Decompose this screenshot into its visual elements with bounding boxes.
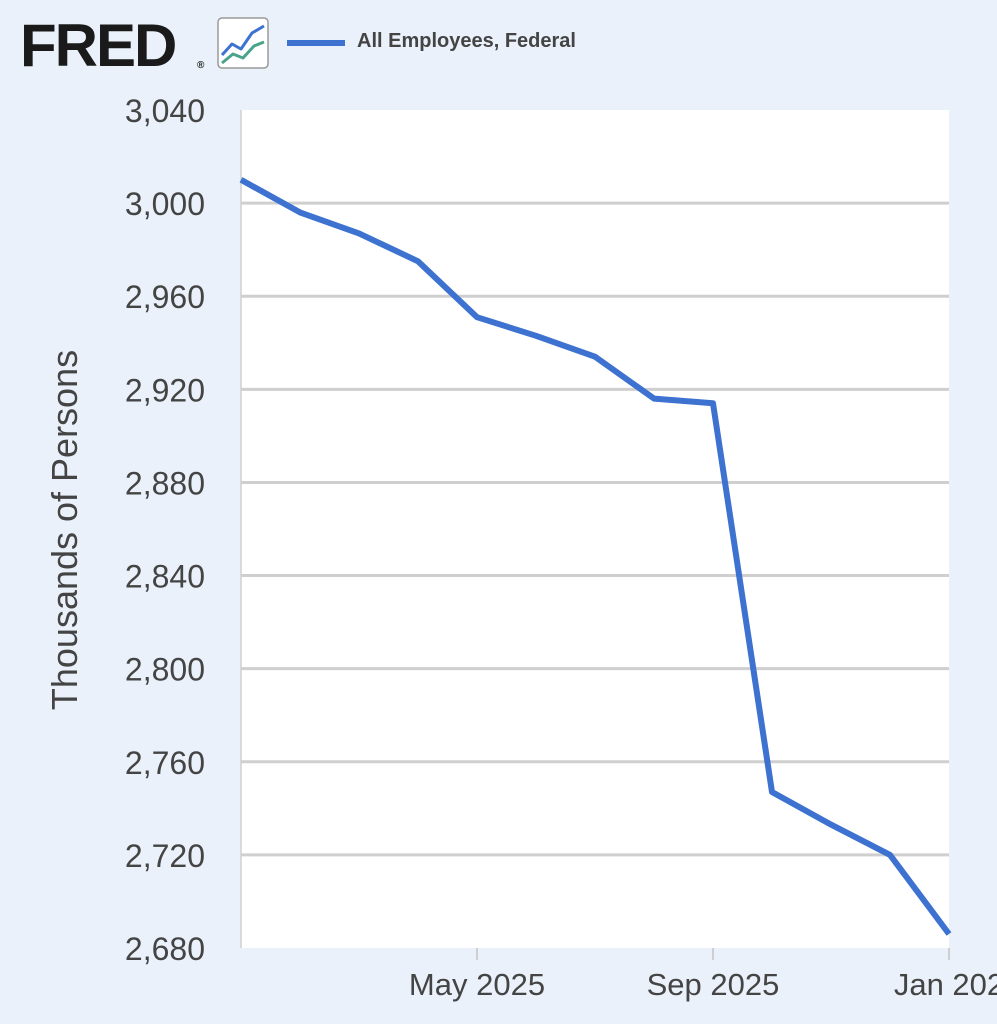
data-point (886, 851, 894, 859)
y-tick-label: 2,720 (125, 838, 205, 874)
x-tick-label: Sep 2025 (647, 967, 780, 1002)
gridlines (240, 110, 949, 948)
logo-registered-mark: ® (197, 60, 205, 71)
data-point (650, 395, 658, 403)
data-point (473, 313, 481, 321)
y-axis-ticks: 3,040 3,000 2,960 2,920 2,880 2,840 2,800 2,760… (125, 93, 205, 967)
y-tick-label: 2,960 (125, 279, 205, 315)
data-point (827, 821, 835, 829)
series-line (239, 177, 952, 936)
y-tick-label: 2,680 (125, 931, 205, 967)
data-point (945, 930, 953, 938)
data-point (532, 332, 540, 340)
data-point (768, 788, 776, 796)
x-tick-label: Jan 202 (894, 967, 997, 1002)
data-point (709, 399, 717, 407)
data-point (414, 257, 422, 265)
y-tick-label: 2,920 (125, 372, 205, 408)
data-point (237, 176, 245, 184)
y-tick-label: 2,800 (125, 652, 205, 688)
x-tick-label: May 2025 (409, 967, 545, 1002)
y-tick-label: 2,840 (125, 559, 205, 595)
data-point (296, 208, 304, 216)
data-point (591, 353, 599, 361)
x-axis-ticks: May 2025 Sep 2025 Jan 202 (409, 948, 997, 1002)
data-point (355, 229, 363, 237)
logo-text: FRED (20, 12, 175, 79)
y-tick-label: 3,040 (125, 93, 205, 129)
legend-label: All Employees, Federal (357, 30, 576, 52)
fred-logo[interactable]: FRED ® (20, 12, 205, 79)
plot-area (241, 110, 949, 948)
legend: All Employees, Federal (287, 30, 576, 52)
y-tick-label: 3,000 (125, 186, 205, 222)
y-axis-label: Thousands of Persons (44, 350, 85, 710)
y-tick-label: 2,760 (125, 745, 205, 781)
y-tick-label: 2,880 (125, 465, 205, 501)
series-layer (237, 176, 953, 938)
line-chart-icon (217, 17, 269, 69)
